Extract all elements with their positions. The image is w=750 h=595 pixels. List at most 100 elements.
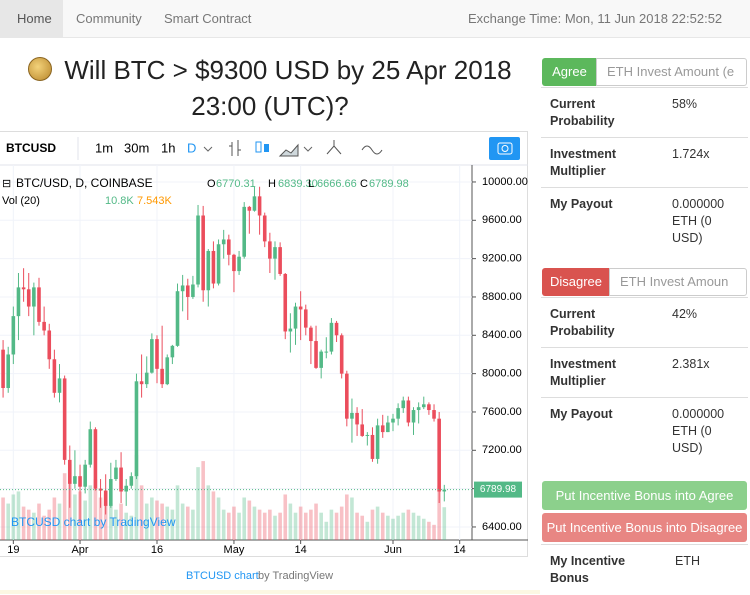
volume-ma-value: 7.543K (137, 195, 173, 207)
info-value: 0.000000 ETH (0 USD) (672, 197, 725, 245)
info-row: Investment Multiplier 1.724x (541, 137, 748, 188)
plot: 6400.006800.007200.007600.008000.008400.… (0, 165, 528, 556)
candle-body (134, 381, 139, 477)
candle-body (242, 206, 247, 257)
volume-bar (211, 491, 216, 540)
dropdown-icon[interactable] (203, 146, 213, 152)
ohlc-letter: L (308, 178, 314, 190)
candle-body (334, 322, 339, 336)
ohlc-value: 6770.31 (216, 178, 256, 190)
volume-bar (252, 506, 257, 540)
x-tick-label: 14 (295, 544, 307, 556)
nav-community[interactable]: Community (76, 11, 142, 26)
candle-body (170, 345, 175, 358)
info-label: Current Probability (550, 307, 615, 338)
volume-bar (293, 512, 298, 540)
candle-body (309, 327, 313, 342)
volume-bar (88, 485, 93, 540)
disagree-amount-input[interactable]: ETH Invest Amoun (609, 268, 747, 296)
volume-title: Vol (20) (2, 195, 40, 207)
indicator-icon[interactable] (361, 145, 383, 155)
volume-bar (144, 503, 149, 540)
credit-link[interactable]: BTCUSD chart (186, 570, 259, 582)
candle-body (21, 287, 26, 290)
info-label: My Payout (550, 197, 613, 211)
candle-body (268, 241, 272, 259)
volume-bar (324, 521, 329, 540)
compare-icon[interactable] (326, 140, 342, 155)
volume-bar (416, 515, 421, 540)
agree-button[interactable]: Agree (542, 58, 597, 86)
volume-bar (83, 500, 87, 540)
volume-bar (37, 503, 41, 540)
volume-bar (401, 512, 406, 540)
candle-body (427, 404, 431, 411)
dropdown-icon[interactable] (303, 146, 313, 152)
candle-icon[interactable] (264, 144, 269, 152)
disagree-button[interactable]: Disagree (542, 268, 610, 296)
interval[interactable]: 1h (161, 140, 175, 155)
candle-body (98, 488, 103, 491)
candle-body (124, 485, 129, 492)
ohlc-value: 6789.98 (369, 178, 409, 190)
candle-body (365, 434, 370, 436)
interval[interactable]: 1m (95, 140, 113, 155)
area-icon[interactable] (278, 143, 299, 157)
candle-body (185, 285, 190, 297)
info-row: Investment Multiplier 2.381x (541, 347, 748, 398)
symbol[interactable]: BTCUSD (6, 141, 56, 155)
volume-bar (52, 497, 57, 540)
candle-body (78, 476, 82, 487)
volume-bar (339, 506, 344, 540)
volume-bar (191, 509, 195, 540)
agree-amount-input[interactable]: ETH Invest Amount (e (596, 58, 747, 86)
candle-body (314, 341, 318, 368)
ohlc-letter: O (207, 178, 216, 190)
info-value: 2.381x (672, 357, 710, 371)
volume-bar (380, 512, 385, 540)
candle-body (370, 434, 375, 459)
bonus-value: ETH (675, 554, 700, 568)
candle-body (437, 418, 441, 492)
candle-body (32, 287, 36, 307)
chart: BTCUSD 1m 30m 1h D 6400.006800.007200.00… (0, 137, 528, 582)
candle-body (232, 254, 236, 272)
volume-bar (268, 509, 272, 540)
candle-icon[interactable] (255, 141, 262, 153)
info-value: 58% (672, 97, 698, 111)
volume-bar (134, 455, 139, 540)
bars-icon[interactable] (229, 140, 241, 156)
candle-body (150, 339, 154, 373)
bonus-row: My Incentive Bonus ETH (541, 544, 748, 595)
candle-body (191, 284, 195, 297)
volume-bar (396, 515, 400, 540)
volume-bar (350, 497, 354, 540)
series-title: BTC/USD, D, COINBASE (16, 176, 153, 190)
volume-bar (247, 500, 252, 540)
volume-bar (283, 494, 288, 540)
volume-bar (21, 506, 26, 540)
volume-bar (427, 521, 431, 540)
candle-body (139, 381, 144, 385)
volume-bar (437, 485, 441, 540)
snapshot-button[interactable] (489, 137, 520, 160)
candle-body (278, 247, 282, 274)
watermark[interactable]: BTCUSD chart by TradingView (11, 515, 176, 529)
nav-home[interactable]: Home (17, 11, 52, 26)
interval[interactable]: 30m (124, 140, 149, 155)
volume-bar (391, 518, 395, 540)
nav-smart-contract[interactable]: Smart Contract (164, 11, 252, 26)
bonus-disagree-button[interactable]: Put Incentive Bonus into Disagree (542, 513, 747, 542)
volume-bar (314, 503, 318, 540)
info-value: 0.000000 ETH (0 USD) (672, 407, 725, 455)
candle-body (144, 372, 149, 385)
interval-active[interactable]: D (187, 140, 196, 155)
volume-bar (278, 512, 282, 540)
x-tick-label: 14 (454, 544, 466, 556)
bonus-agree-button[interactable]: Put Incentive Bonus into Agree (542, 481, 747, 510)
candle-body (303, 309, 308, 328)
info-label: Investment Multiplier (550, 357, 616, 388)
y-tick-label: 7200.00 (482, 444, 522, 456)
volume-bar (257, 509, 262, 540)
